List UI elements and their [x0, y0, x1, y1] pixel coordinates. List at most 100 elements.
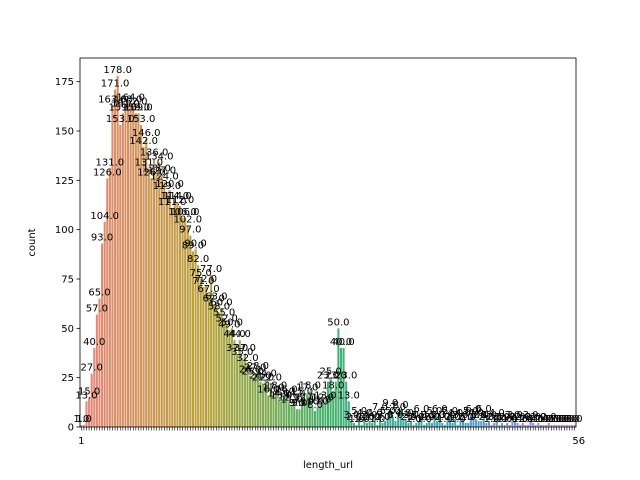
- bar-value-label: 9.0: [289, 398, 305, 409]
- bar: [352, 423, 356, 427]
- bar: [311, 407, 314, 427]
- bar: [363, 419, 366, 427]
- bar-value-label: 4.0: [468, 408, 484, 419]
- y-tick-label: 0: [68, 423, 74, 434]
- bar-value-label: 2.0: [445, 412, 461, 423]
- bar: [384, 421, 387, 427]
- bar: [93, 348, 96, 427]
- bar-value-label: 28.0: [247, 361, 269, 372]
- bar: [249, 375, 252, 427]
- bar-value-label: 4.0: [489, 408, 505, 419]
- bar-value-label: 12.0: [312, 392, 334, 403]
- bar: [446, 421, 449, 427]
- bar-value-label: 178.0: [103, 65, 132, 76]
- bar: [225, 324, 228, 427]
- bar-value-label: 15.0: [78, 386, 100, 397]
- bar-value-label: 7.0: [372, 402, 388, 413]
- bar: [376, 425, 379, 427]
- bar-value-label: 16.0: [275, 384, 297, 395]
- bar: [220, 308, 223, 427]
- bar-value-label: 25.0: [319, 367, 341, 378]
- bar: [215, 302, 218, 427]
- bar: [158, 162, 161, 427]
- bar: [345, 381, 348, 427]
- bar: [139, 125, 143, 427]
- bar: [412, 425, 415, 427]
- bar: [95, 314, 98, 427]
- bar-value-label: 23.0: [325, 371, 347, 382]
- bar: [487, 421, 491, 427]
- bar: [134, 113, 137, 427]
- bar: [181, 217, 184, 427]
- bar-value-label: 1.0: [562, 414, 578, 425]
- bar: [371, 423, 374, 427]
- bar-value-label: 2.0: [375, 412, 391, 423]
- bar-value-label: 3.0: [523, 410, 539, 421]
- bar: [503, 425, 506, 427]
- bar: [212, 304, 215, 427]
- bar: [420, 415, 423, 427]
- bar-value-label: 5.0: [385, 406, 401, 417]
- bar: [106, 178, 109, 427]
- bar: [217, 312, 220, 427]
- bar: [430, 423, 433, 427]
- bar-value-label: 2.0: [499, 412, 515, 423]
- bar-value-label: 40.0: [83, 337, 105, 348]
- bar-value-label: 5.0: [442, 406, 458, 417]
- bar-value-label: 120.0: [155, 179, 184, 190]
- bar-value-label: 26.0: [239, 365, 261, 376]
- bar: [493, 423, 496, 427]
- bar-value-label: 44.0: [229, 329, 251, 340]
- bar: [236, 353, 239, 427]
- bar: [254, 373, 257, 427]
- bar: [526, 425, 529, 427]
- bar-value-label: 127.0: [147, 165, 176, 176]
- bar-value-label: 1.0: [437, 414, 453, 425]
- bar-value-label: 126.0: [93, 167, 122, 178]
- bars-group: [80, 75, 576, 428]
- bar: [194, 249, 197, 427]
- bar: [152, 158, 156, 427]
- bar-value-label: 93.0: [91, 232, 113, 243]
- bar-value-label: 13.0: [75, 390, 97, 401]
- bar: [389, 409, 392, 427]
- bar-value-label: 4.0: [367, 408, 383, 419]
- bar-value-label: 50.0: [221, 317, 243, 328]
- bar: [150, 178, 153, 427]
- bar-value-label: 11.0: [309, 394, 331, 405]
- bar-value-label: 1.0: [538, 414, 554, 425]
- bar: [329, 377, 332, 427]
- bar-value-label: 1.0: [76, 414, 92, 425]
- bar-value-label: 9.0: [382, 398, 398, 409]
- bar-value-label: 89.0: [182, 240, 204, 251]
- bar: [480, 421, 483, 427]
- bar: [368, 421, 371, 427]
- bar: [511, 421, 514, 427]
- bar-value-label: 65.0: [88, 288, 110, 299]
- bar-value-label: 35.0: [231, 347, 253, 358]
- bar-value-label: 40.0: [332, 337, 354, 348]
- bar-value-label: 10.0: [301, 396, 323, 407]
- bar: [417, 421, 420, 427]
- bar-value-label: 131.0: [134, 158, 163, 169]
- bar: [90, 373, 93, 427]
- y-tick-label: 125: [55, 176, 74, 187]
- bar-value-label: 1.0: [369, 414, 385, 425]
- bar-value-label: 15.0: [291, 386, 313, 397]
- bar: [233, 340, 236, 427]
- bar: [285, 395, 288, 427]
- bar: [552, 425, 555, 427]
- bar: [358, 417, 361, 427]
- bar: [176, 202, 179, 427]
- bar: [223, 318, 226, 427]
- bar-value-label: 3.0: [343, 410, 359, 421]
- bar: [456, 425, 459, 427]
- bar: [410, 421, 413, 427]
- bar-value-label: 136.0: [140, 148, 169, 159]
- bar-value-label: 11.0: [281, 394, 303, 405]
- bar: [436, 421, 439, 427]
- bar-value-label: 2.0: [460, 412, 476, 423]
- bar-value-label: 6.0: [476, 404, 492, 415]
- bar: [256, 371, 259, 427]
- bar-value-label: 40.0: [330, 337, 352, 348]
